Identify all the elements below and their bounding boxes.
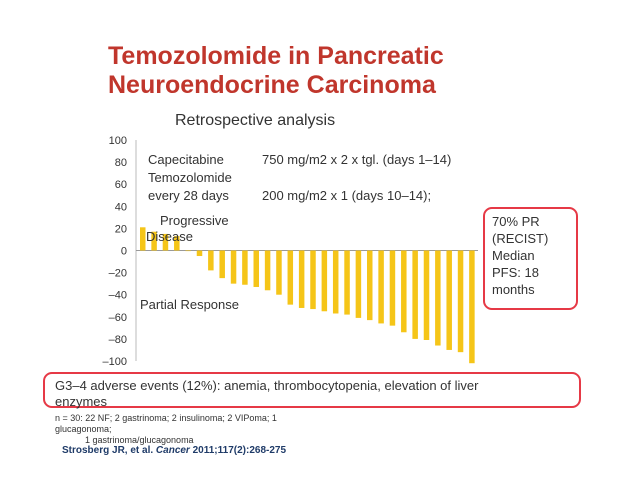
chart-bar: [446, 250, 452, 350]
y-tick-label: 40: [115, 201, 127, 213]
footnote: n = 30: 22 NF; 2 gastrinoma; 2 insulinom…: [55, 413, 325, 446]
adverse-events-text: G3–4 adverse events (12%): anemia, throm…: [55, 378, 479, 409]
bars: [140, 227, 475, 364]
chart-subtitle: Retrospective analysis: [175, 112, 336, 129]
chart-bar: [174, 236, 180, 251]
regimen-dose2: 200 mg/m2 x 1 (days 10–14);: [262, 188, 432, 203]
chart-bar: [435, 250, 441, 346]
chart-bar: [287, 250, 294, 305]
chart-bar: [367, 250, 373, 321]
chart-bar: [151, 231, 157, 251]
y-tick-label: –20: [109, 268, 127, 280]
chart-bar: [253, 250, 259, 287]
citation: Strosberg JR, et al. Cancer 2011;117(2):…: [62, 445, 286, 456]
chart-bar: [276, 250, 282, 295]
chart-bar: [389, 250, 396, 326]
y-tick-label: 80: [115, 157, 127, 169]
partial-response-label: Partial Response: [140, 297, 239, 312]
chart-bar: [242, 250, 248, 285]
y-tick-label: 100: [109, 135, 127, 147]
y-tick-label: –80: [109, 334, 127, 346]
chart-bar: [412, 250, 418, 339]
chart-bar: [196, 250, 203, 257]
chart-bar: [185, 250, 191, 252]
citation-authors: Strosberg JR, et al.: [62, 445, 154, 456]
chart-bar: [344, 250, 350, 315]
chart-bar: [423, 250, 430, 340]
chart-bar: [140, 227, 146, 251]
footnote-line2: 1 gastrinoma/glucagonoma: [85, 435, 194, 445]
citation-ref: 2011;117(2):268-275: [192, 445, 287, 456]
regimen-drug1: Capecitabine: [148, 152, 224, 167]
y-axis: 100 80 60 40 20 0 –20 –40 –60 –80 –100: [103, 135, 478, 368]
adverse-events-box: [43, 372, 581, 408]
y-tick-label: –100: [103, 356, 127, 368]
chart-bar: [230, 250, 237, 284]
chart-bar: [457, 250, 464, 353]
pr-callout: 70% PR (RECIST) Median PFS: 18 months: [483, 207, 578, 310]
slide-title: Temozolomide in Pancreatic Neuroendocrin…: [108, 42, 444, 99]
chart-bar: [401, 250, 407, 333]
y-tick-label: –40: [109, 290, 127, 302]
regimen-schedule: every 28 days: [148, 188, 229, 203]
chart-bar: [310, 250, 316, 310]
footnote-line1: n = 30: 22 NF; 2 gastrinoma; 2 insulinom…: [55, 413, 277, 434]
chart-bar: [355, 250, 362, 318]
regimen-drug2: Temozolomide: [148, 170, 232, 185]
chart-bar: [219, 250, 225, 279]
chart-bar: [378, 250, 384, 324]
chart-bar: [298, 250, 305, 308]
y-tick-label: 60: [115, 179, 127, 191]
chart-bar: [321, 250, 328, 312]
chart-bar: [208, 250, 214, 271]
y-tick-label: 0: [121, 246, 127, 258]
pr-callout-text: 70% PR (RECIST) Median PFS: 18 months: [492, 214, 549, 297]
progressive-disease-label: Progressive Disease: [146, 213, 229, 244]
chart-bar: [469, 250, 475, 364]
y-tick-label: –60: [109, 312, 127, 324]
citation-journal: Cancer: [155, 445, 190, 456]
chart-bar: [332, 250, 339, 314]
chart-bar: [264, 250, 271, 291]
chart-bar: [162, 233, 169, 251]
y-tick-label: 20: [115, 223, 127, 235]
regimen-dose1: 750 mg/m2 x 2 x tgl. (days 1–14): [262, 152, 452, 167]
